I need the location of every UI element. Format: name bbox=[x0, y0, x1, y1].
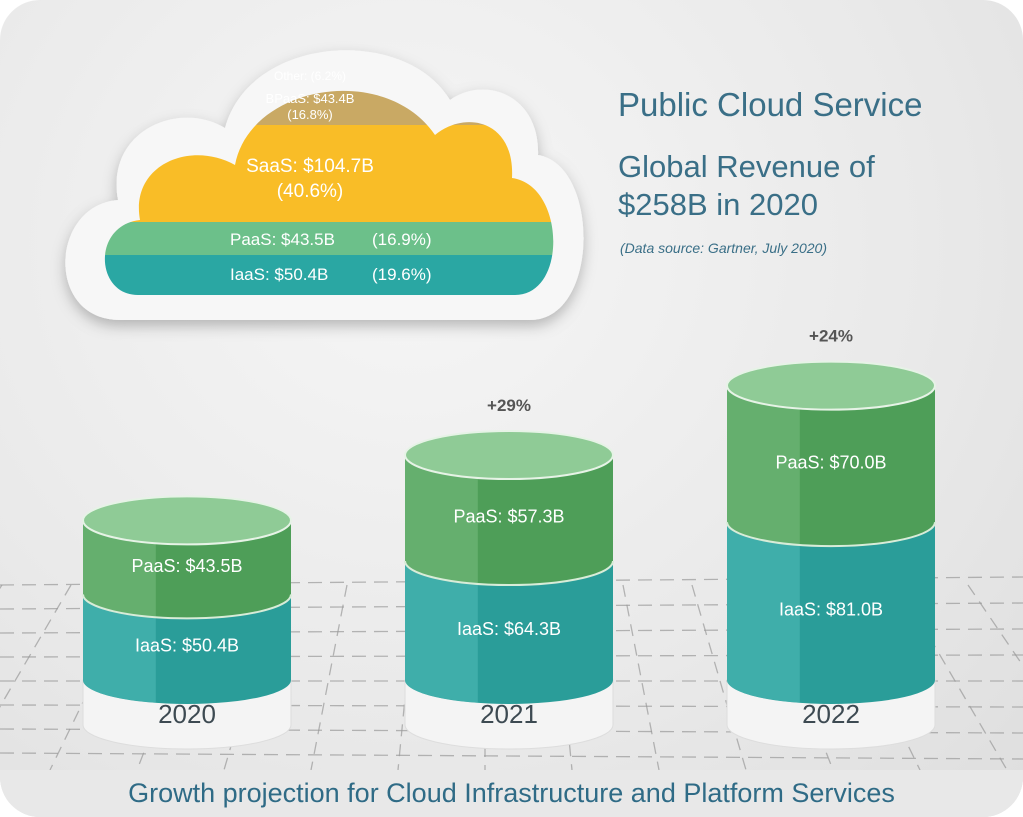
cloud-band-paas bbox=[104, 222, 554, 255]
cloud-label-paas: PaaS: $43.5B bbox=[230, 230, 335, 249]
bar-paas-highlight bbox=[83, 520, 156, 618]
grid-line bbox=[898, 584, 1008, 771]
caption: Growth projection for Cloud Infrastructu… bbox=[0, 770, 1023, 817]
grid-line bbox=[691, 584, 747, 771]
cloud-label-iaas: IaaS: $50.4B bbox=[230, 265, 328, 284]
bar-divider bbox=[404, 560, 614, 587]
grid-line bbox=[0, 752, 1023, 760]
cloud-label-other: Other: (6.2%) bbox=[274, 69, 346, 83]
bar-iaas-highlight bbox=[83, 594, 156, 703]
cloud-label-saas: SaaS: $104.7B bbox=[246, 156, 374, 177]
bar-label-iaas: IaaS: $50.4B bbox=[135, 636, 239, 656]
bar-iaas-highlight bbox=[727, 522, 800, 703]
bar-top bbox=[404, 430, 614, 481]
bar-top bbox=[726, 360, 936, 411]
cloud-percent-paas: (16.9%) bbox=[372, 230, 432, 249]
data-source: (Data source: Gartner, July 2020) bbox=[620, 240, 827, 256]
page-title: Public Cloud Service bbox=[618, 86, 923, 123]
cloud-label-bpaas: BPaaS: $43.4B bbox=[266, 91, 355, 106]
bar-label-iaas: IaaS: $81.0B bbox=[779, 599, 883, 619]
grid-line bbox=[310, 584, 348, 771]
cloud-band-iaas bbox=[104, 255, 554, 296]
bar-iaas-highlight bbox=[405, 561, 478, 703]
cloud-percent-iaas: (19.6%) bbox=[372, 265, 432, 284]
growth-label: +24% bbox=[809, 327, 853, 346]
subtitle: Global Revenue of $258B in 2020 bbox=[618, 149, 875, 222]
cloud-percent-bpaas: (16.8%) bbox=[287, 107, 333, 122]
growth-label: +29% bbox=[487, 396, 531, 415]
grid-line bbox=[0, 584, 72, 708]
grid-line bbox=[622, 584, 660, 771]
bar-divider bbox=[726, 521, 936, 548]
bar-top bbox=[82, 495, 292, 546]
bar-label-paas: PaaS: $43.5B bbox=[131, 556, 242, 576]
bar-divider bbox=[82, 594, 292, 620]
cloud-percent-saas: (40.6%) bbox=[277, 181, 344, 202]
bar-label-paas: PaaS: $70.0B bbox=[775, 452, 886, 472]
bar-label-paas: PaaS: $57.3B bbox=[453, 506, 564, 526]
bar-label-iaas: IaaS: $64.3B bbox=[457, 619, 561, 639]
bar-paas-highlight bbox=[405, 455, 478, 584]
bar-paas-highlight bbox=[727, 385, 800, 545]
